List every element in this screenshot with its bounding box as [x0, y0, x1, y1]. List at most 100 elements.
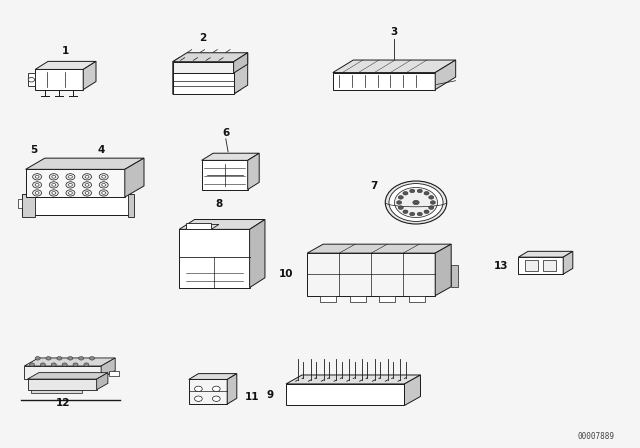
Circle shape — [52, 176, 56, 178]
Polygon shape — [451, 265, 458, 287]
Polygon shape — [101, 358, 115, 379]
Circle shape — [417, 212, 422, 216]
Polygon shape — [186, 224, 219, 229]
Circle shape — [49, 174, 58, 180]
Text: 10: 10 — [278, 269, 293, 280]
Polygon shape — [173, 53, 248, 62]
Circle shape — [389, 184, 443, 221]
Circle shape — [429, 206, 434, 209]
Circle shape — [212, 386, 220, 392]
Circle shape — [398, 196, 403, 199]
Polygon shape — [31, 390, 82, 393]
Polygon shape — [409, 296, 425, 302]
Circle shape — [83, 174, 92, 180]
Circle shape — [66, 174, 75, 180]
Circle shape — [102, 192, 106, 194]
Circle shape — [102, 176, 106, 178]
Circle shape — [35, 357, 40, 360]
Polygon shape — [97, 373, 108, 390]
Polygon shape — [234, 53, 248, 94]
Circle shape — [424, 191, 429, 195]
Polygon shape — [173, 62, 234, 73]
Polygon shape — [18, 199, 22, 208]
Polygon shape — [435, 244, 451, 296]
Polygon shape — [173, 90, 241, 94]
Circle shape — [403, 191, 408, 195]
Polygon shape — [22, 194, 35, 217]
Circle shape — [99, 174, 108, 180]
Polygon shape — [26, 158, 144, 169]
Text: 11: 11 — [244, 392, 259, 402]
Polygon shape — [307, 253, 435, 296]
Circle shape — [73, 363, 78, 366]
Circle shape — [33, 182, 42, 188]
Text: 3: 3 — [390, 27, 398, 37]
Polygon shape — [24, 366, 101, 379]
FancyBboxPatch shape — [525, 260, 538, 271]
Circle shape — [99, 182, 108, 188]
Circle shape — [83, 182, 92, 188]
Circle shape — [68, 184, 72, 186]
Circle shape — [49, 190, 58, 196]
Polygon shape — [227, 374, 237, 404]
Polygon shape — [250, 220, 265, 288]
Circle shape — [51, 363, 56, 366]
Polygon shape — [435, 60, 456, 90]
Polygon shape — [307, 244, 451, 253]
Polygon shape — [173, 57, 180, 94]
Circle shape — [99, 190, 108, 196]
Polygon shape — [333, 73, 435, 90]
Polygon shape — [349, 296, 365, 302]
Polygon shape — [35, 69, 83, 90]
Text: 00007889: 00007889 — [577, 432, 614, 441]
Circle shape — [68, 192, 72, 194]
Circle shape — [403, 210, 408, 214]
Polygon shape — [35, 61, 96, 69]
Circle shape — [52, 184, 56, 186]
Circle shape — [212, 396, 220, 401]
Circle shape — [40, 363, 45, 366]
Circle shape — [90, 357, 95, 360]
Text: 9: 9 — [266, 390, 273, 400]
Polygon shape — [128, 194, 134, 217]
Polygon shape — [563, 251, 573, 274]
Polygon shape — [186, 223, 211, 229]
Circle shape — [66, 190, 75, 196]
Polygon shape — [179, 229, 250, 288]
Polygon shape — [234, 53, 248, 73]
Circle shape — [410, 212, 415, 216]
Circle shape — [62, 363, 67, 366]
Text: 8: 8 — [216, 199, 223, 209]
Circle shape — [84, 363, 89, 366]
Circle shape — [57, 357, 62, 360]
Text: 4: 4 — [97, 145, 104, 155]
Polygon shape — [179, 220, 265, 229]
Polygon shape — [202, 153, 259, 160]
Circle shape — [424, 210, 429, 214]
Circle shape — [430, 201, 435, 204]
Circle shape — [52, 192, 56, 194]
Circle shape — [417, 189, 422, 193]
Polygon shape — [286, 375, 420, 384]
Polygon shape — [28, 379, 97, 390]
Polygon shape — [380, 296, 396, 302]
Circle shape — [46, 357, 51, 360]
Circle shape — [33, 190, 42, 196]
Polygon shape — [518, 257, 563, 274]
Polygon shape — [24, 358, 115, 366]
Circle shape — [85, 176, 89, 178]
Circle shape — [195, 386, 202, 392]
Circle shape — [83, 190, 92, 196]
Circle shape — [102, 184, 106, 186]
Circle shape — [85, 184, 89, 186]
Polygon shape — [109, 371, 119, 376]
Text: 1: 1 — [62, 46, 69, 56]
Circle shape — [413, 200, 419, 205]
Circle shape — [429, 196, 434, 199]
Circle shape — [68, 357, 73, 360]
Polygon shape — [173, 73, 234, 94]
Circle shape — [35, 192, 39, 194]
Circle shape — [33, 174, 42, 180]
Polygon shape — [26, 169, 125, 197]
Polygon shape — [28, 73, 35, 86]
